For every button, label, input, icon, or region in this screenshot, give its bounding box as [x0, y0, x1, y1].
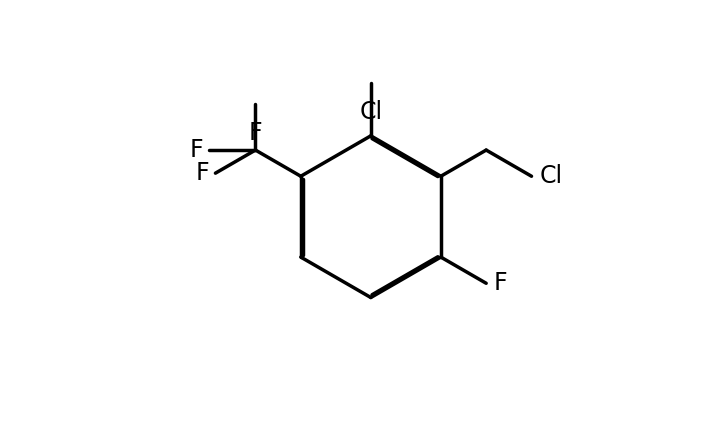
Text: Cl: Cl [359, 101, 382, 124]
Text: F: F [494, 271, 508, 295]
Text: F: F [196, 161, 209, 185]
Text: F: F [249, 121, 263, 145]
Text: Cl: Cl [539, 164, 562, 188]
Text: F: F [189, 138, 203, 162]
